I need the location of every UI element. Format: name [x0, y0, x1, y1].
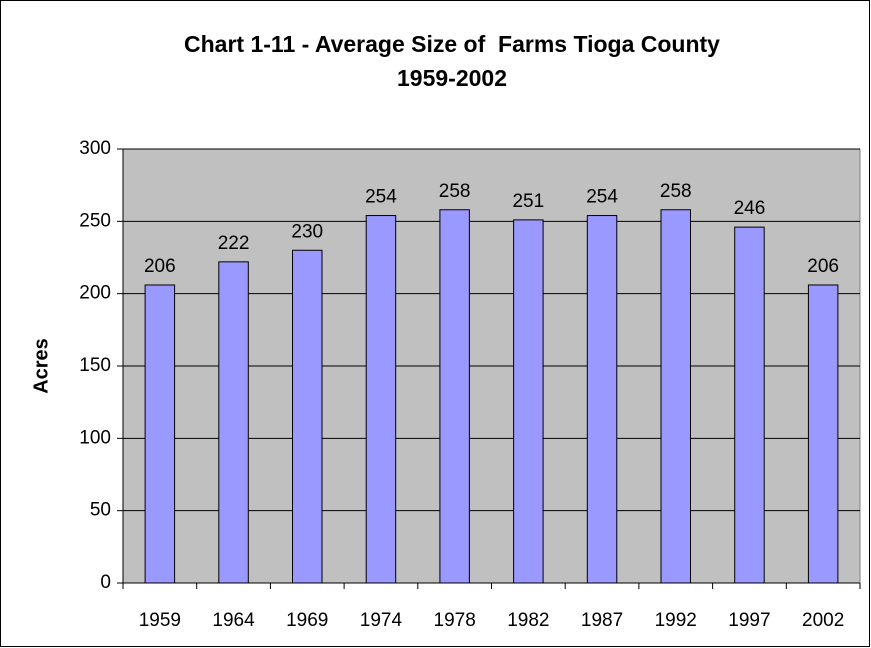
bar: [144, 284, 176, 584]
data-label: 258: [660, 181, 692, 202]
data-label: 254: [586, 187, 618, 208]
chart-title: Chart 1-11 - Average Size of Farms Tioga…: [184, 31, 720, 57]
x-tick-label: 1974: [360, 610, 403, 631]
y-tick-label: 250: [79, 210, 111, 231]
data-label: 246: [734, 198, 766, 219]
x-tick-label: 1959: [139, 610, 181, 631]
bar: [513, 219, 544, 584]
x-tick-label: 2002: [802, 610, 844, 631]
x-tick-label: 1969: [286, 610, 328, 631]
bar: [292, 249, 323, 584]
bar: [439, 209, 470, 584]
bar: [218, 261, 249, 584]
x-tick-label: 1964: [212, 610, 255, 631]
data-label: 230: [291, 221, 323, 242]
y-tick-label: 150: [79, 355, 111, 376]
y-axis-label: Acres: [30, 338, 52, 394]
data-label: 258: [439, 181, 471, 202]
bar: [807, 284, 839, 584]
bar: [365, 215, 397, 584]
data-label: 222: [218, 233, 250, 254]
y-tick-label: 50: [90, 500, 111, 521]
chart-title: 1959-2002: [397, 65, 507, 91]
y-tick-label: 200: [79, 283, 111, 304]
data-label: 251: [512, 191, 544, 212]
data-label: 206: [807, 256, 839, 277]
data-label: 206: [144, 256, 176, 277]
bar: [734, 226, 765, 584]
y-tick-label: 100: [79, 427, 111, 448]
x-tick-label: 1997: [728, 610, 770, 631]
bar: [660, 209, 691, 584]
x-tick-label: 1978: [434, 610, 476, 631]
data-label: 254: [365, 187, 397, 208]
bar: [586, 215, 618, 584]
y-tick-label: 300: [79, 138, 111, 159]
y-tick-label: 0: [100, 572, 111, 593]
x-tick-label: 1987: [581, 610, 623, 631]
x-tick-label: 1982: [507, 610, 549, 631]
x-tick-label: 1992: [655, 610, 697, 631]
